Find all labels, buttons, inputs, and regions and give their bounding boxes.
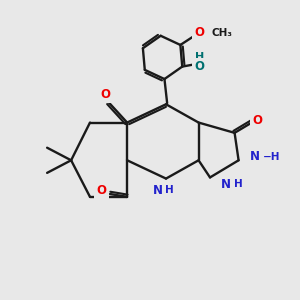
- Text: CH₃: CH₃: [211, 28, 232, 38]
- Text: N: N: [152, 184, 162, 196]
- Text: N: N: [250, 150, 260, 164]
- Text: H: H: [234, 179, 243, 189]
- Text: O: O: [253, 114, 262, 127]
- Text: O: O: [96, 184, 106, 197]
- Text: −H: −H: [262, 152, 280, 162]
- Text: O: O: [194, 60, 204, 73]
- Text: H: H: [165, 185, 174, 195]
- Text: O: O: [100, 88, 110, 101]
- Text: H: H: [195, 52, 204, 62]
- Text: O: O: [194, 26, 204, 39]
- Text: N: N: [221, 178, 231, 191]
